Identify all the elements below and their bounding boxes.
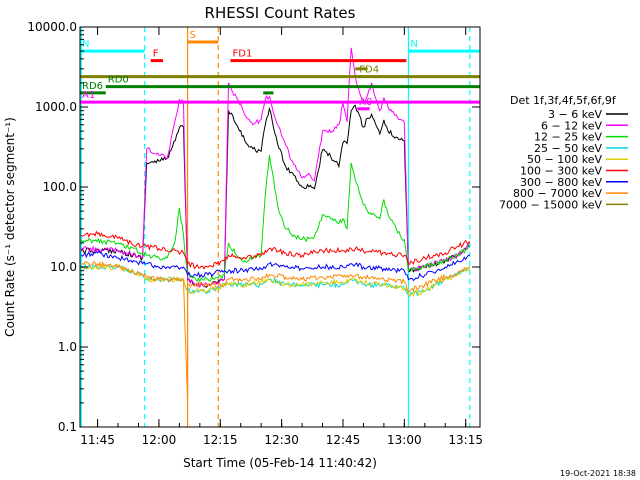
flag-label-11: A1 <box>82 90 95 101</box>
series-line-7 <box>81 260 470 403</box>
series-line-5 <box>80 230 471 270</box>
legend-label-8: 7000 − 15000 keV <box>499 198 602 211</box>
flag-label-0: N <box>82 39 89 50</box>
legend-label-3: 25 − 50 keV <box>534 142 602 155</box>
flag-label-4: FD1 <box>233 49 253 60</box>
series-line-4 <box>81 263 471 298</box>
legend-label-7: 800 − 7000 keV <box>513 187 602 200</box>
x-tick-label-5: 13:00 <box>387 433 422 447</box>
legend-label-5: 100 − 300 keV <box>520 165 602 178</box>
x-tick-label-3: 12:30 <box>264 433 299 447</box>
x-tick-label-1: 12:00 <box>142 433 177 447</box>
x-tick-label-0: 11:45 <box>80 433 115 447</box>
series-lines <box>80 47 471 403</box>
flag-label-2: S <box>190 30 196 41</box>
y-tick-label-5: 10000.0 <box>27 20 77 34</box>
y-axis: 0.1 1.0 10.0 100.0 1000.0 10000.0 <box>27 20 480 434</box>
y-tick-label-0: 0.1 <box>58 420 77 434</box>
flag-label-12: A0 <box>359 97 372 108</box>
x-tick-label-4: 12:45 <box>326 433 361 447</box>
chart-title: RHESSI Count Rates <box>205 4 356 22</box>
legend-label-2: 12 − 25 keV <box>534 131 602 144</box>
legend-label-4: 50 − 100 keV <box>527 153 602 166</box>
plot-frame <box>79 26 481 428</box>
series-line-3 <box>80 263 471 298</box>
flag-label-7: FD4 <box>359 65 379 76</box>
y-tick-label-2: 10.0 <box>50 260 77 274</box>
y-tick-label-4: 1000.0 <box>35 100 77 114</box>
generation-timestamp: 19-Oct-2021 18:38 <box>560 469 636 478</box>
series-line-1 <box>80 47 470 289</box>
flag-label-9: RD6 <box>82 81 103 92</box>
series-line-6 <box>80 250 470 282</box>
y-axis-label: Count Rate (s⁻¹ detector segment⁻¹) <box>3 117 17 337</box>
y-tick-label-1: 1.0 <box>58 340 77 354</box>
x-axis: 11:45 12:00 12:15 12:30 12:45 13:00 13:15 <box>80 27 483 447</box>
x-axis-label: Start Time (05-Feb-14 11:40:42) <box>183 456 377 470</box>
flag-label-3: F <box>153 49 159 60</box>
legend-label-0: 3 − 6 keV <box>548 108 602 121</box>
legend-label-6: 300 − 800 keV <box>520 176 602 189</box>
x-tick-label-2: 12:15 <box>203 433 238 447</box>
legend-label-1: 6 − 12 keV <box>541 119 602 132</box>
flag-label-8: RD0 <box>108 75 129 86</box>
legend-title: Det 1f,3f,4f,5f,6f,9f <box>510 94 617 107</box>
y-tick-label-3: 100.0 <box>43 180 77 194</box>
flag-label-1: N <box>410 39 417 50</box>
x-tick-label-6: 13:15 <box>448 433 483 447</box>
